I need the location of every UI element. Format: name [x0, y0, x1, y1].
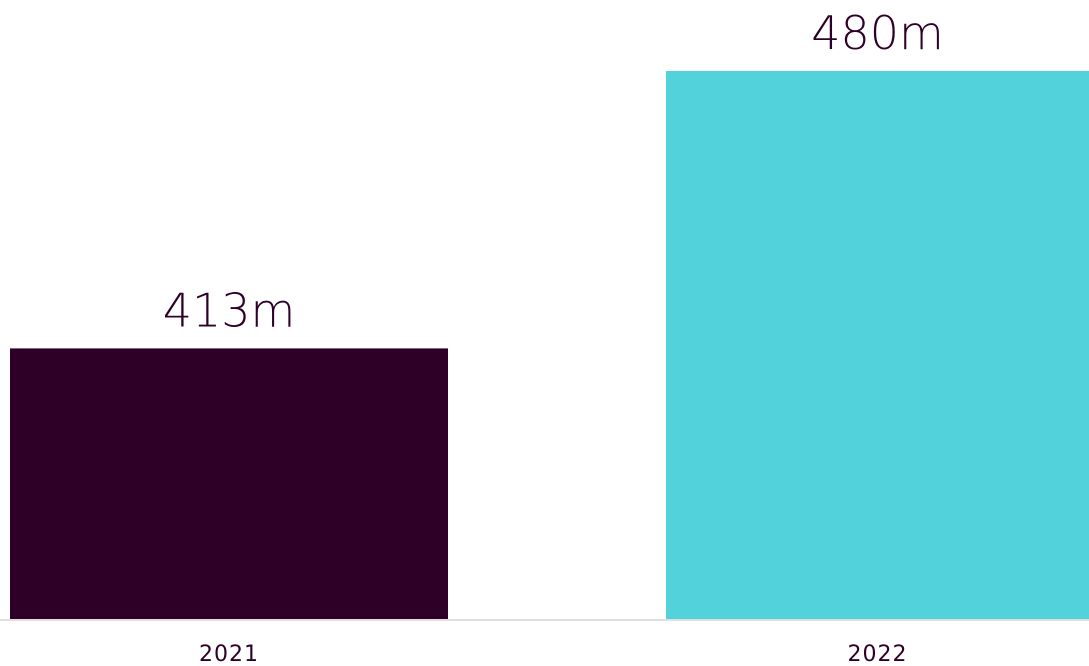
value-labels-group: 413m 480m — [163, 6, 944, 337]
value-label-2021: 413m — [163, 283, 296, 337]
x-tick-label-2022: 2022 — [848, 642, 908, 666]
bar-2022 — [666, 71, 1089, 620]
x-tick-label-2021: 2021 — [199, 642, 259, 666]
x-tick-labels-group: 2021 2022 — [199, 642, 908, 666]
bar-2021 — [10, 348, 448, 620]
bars-group — [10, 71, 1089, 620]
value-label-2022: 480m — [811, 6, 944, 60]
